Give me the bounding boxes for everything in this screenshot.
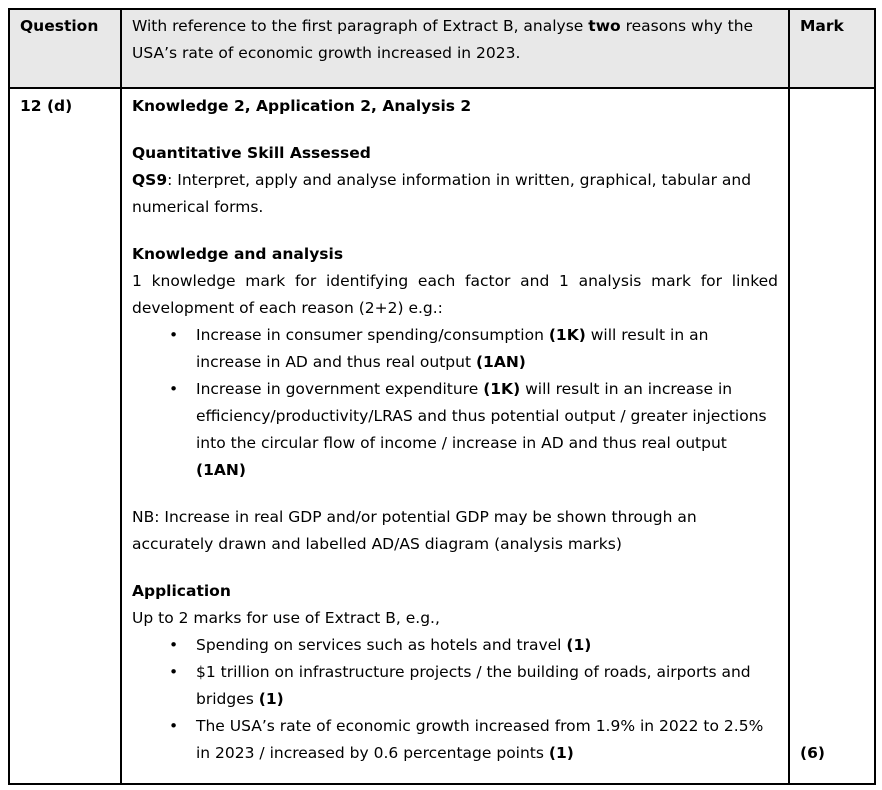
knowledge-bullet-government-expenditure: Increase in government expenditure (1K) … xyxy=(132,376,778,484)
knowledge-analysis-heading: Knowledge and analysis xyxy=(132,245,344,263)
application-heading: Application xyxy=(132,582,231,600)
marks-summary: Knowledge 2, Application 2, Analysis 2 xyxy=(132,97,472,115)
application-bullet-infrastructure: $1 trillion on infrastructure projects /… xyxy=(132,659,778,713)
question-column-header: Question xyxy=(8,8,122,89)
application-bullet-services: Spending on services such as hotels and … xyxy=(132,632,778,659)
knowledge-intro: 1 knowledge mark for identifying each fa… xyxy=(132,272,778,317)
quantitative-skill-heading: Quantitative Skill Assessed xyxy=(132,144,371,162)
mark-column-header: Mark xyxy=(788,8,876,89)
question-prompt: With reference to the first paragraph of… xyxy=(120,8,790,89)
mark-scheme-content: Knowledge 2, Application 2, Analysis 2 Q… xyxy=(120,87,790,785)
table-header-row: Question With reference to the first par… xyxy=(8,8,876,89)
spacer xyxy=(132,484,778,504)
spacer xyxy=(132,221,778,241)
application-intro: Up to 2 marks for use of Extract B, e.g.… xyxy=(132,609,440,627)
knowledge-bullet-list: Increase in consumer spending/consumptio… xyxy=(132,322,778,484)
application-bullet-growth-rate: The USA’s rate of economic growth increa… xyxy=(132,713,778,767)
question-number: 12 (d) xyxy=(8,87,122,785)
application-bullet-list: Spending on services such as hotels and … xyxy=(132,632,778,767)
mark-cell: (6) xyxy=(788,87,876,785)
spacer xyxy=(132,558,778,578)
mark-value: (6) xyxy=(800,744,825,762)
qs9-text: QS9: Interpret, apply and analyse inform… xyxy=(132,171,752,216)
nb-note: NB: Increase in real GDP and/or potentia… xyxy=(132,508,697,553)
knowledge-bullet-consumer-spending: Increase in consumer spending/consumptio… xyxy=(132,322,778,376)
answer-row: 12 (d) Knowledge 2, Application 2, Analy… xyxy=(8,87,876,785)
mark-scheme-table: Question With reference to the first par… xyxy=(8,8,876,785)
spacer xyxy=(132,120,778,140)
